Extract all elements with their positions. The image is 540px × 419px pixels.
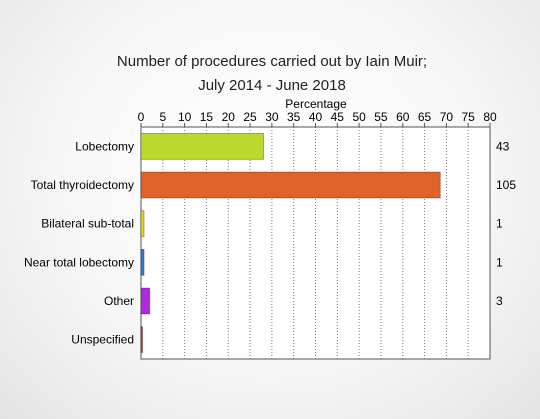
x-tick-label: 60 bbox=[396, 110, 410, 124]
x-tick-label: 5 bbox=[159, 110, 166, 124]
x-tick-label: 25 bbox=[243, 110, 257, 124]
category-label: Other bbox=[104, 294, 134, 308]
category-labels: Lobectomy Total thyroidectomy Bilateral su… bbox=[24, 139, 134, 346]
category-label: Near total lobectomy bbox=[24, 255, 134, 269]
x-axis-title: Percentage bbox=[285, 97, 347, 111]
bar-lobectomy bbox=[140, 132, 264, 160]
x-tick-label: 80 bbox=[483, 110, 497, 124]
category-label: Unspecified bbox=[71, 333, 134, 347]
x-tick-label: 20 bbox=[222, 110, 236, 124]
x-axis-ticks: 0 5 10 15 20 25 30 35 40 45 50 55 60 65 70 75 80 bbox=[138, 110, 497, 127]
category-label: Total thyroidectomy bbox=[31, 178, 134, 192]
x-tick-label: 70 bbox=[440, 110, 454, 124]
bar-bilateral-sub-total bbox=[140, 210, 145, 238]
x-tick-label: 35 bbox=[287, 110, 301, 124]
x-tick-label: 15 bbox=[200, 110, 214, 124]
count-label: 3 bbox=[496, 294, 503, 308]
count-label: 43 bbox=[496, 139, 510, 153]
category-label: Bilateral sub-total bbox=[41, 217, 134, 231]
count-label: 1 bbox=[496, 217, 503, 231]
chart-title-line2: July 2014 - June 2018 bbox=[198, 77, 346, 94]
bars bbox=[140, 132, 441, 354]
bar-total-thyroidectomy bbox=[140, 171, 441, 199]
x-tick-label: 50 bbox=[352, 110, 366, 124]
count-labels: 43 105 1 1 3 bbox=[496, 139, 516, 308]
count-label: 105 bbox=[496, 178, 516, 192]
x-tick-label: 10 bbox=[178, 110, 192, 124]
x-tick-label: 0 bbox=[138, 110, 145, 124]
bar-near-total-lobectomy bbox=[140, 248, 145, 276]
chart-title-line1: Number of procedures carried out by Iain… bbox=[117, 53, 427, 70]
count-label: 1 bbox=[496, 255, 503, 269]
category-label: Lobectomy bbox=[75, 139, 134, 153]
bar-other bbox=[140, 287, 151, 315]
x-tick-label: 40 bbox=[309, 110, 323, 124]
x-tick-label: 65 bbox=[418, 110, 432, 124]
x-tick-label: 30 bbox=[265, 110, 279, 124]
x-tick-label: 75 bbox=[462, 110, 476, 124]
x-tick-label: 45 bbox=[331, 110, 345, 124]
bar-unspecified bbox=[140, 326, 143, 354]
plot-area bbox=[140, 126, 491, 360]
x-tick-label: 55 bbox=[374, 110, 388, 124]
